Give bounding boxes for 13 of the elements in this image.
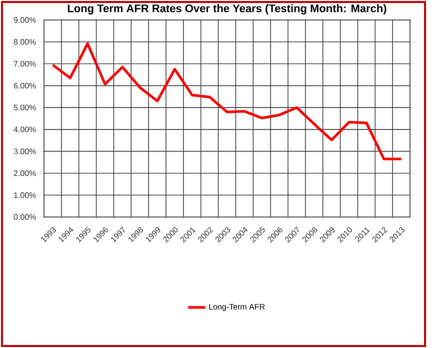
y-tick-label: 5.00% [14,104,36,110]
y-tick-label: 0.00% [14,214,36,220]
y-tick-label: 2.00% [14,170,36,176]
y-tick-label: 1.00% [14,192,36,198]
chart-title: Long Term AFR Rates Over the Years (Testing Month: March) [68,4,386,14]
y-tick-label: 4.00% [14,126,36,132]
y-tick-label: 9.00% [14,17,36,23]
y-tick-label: 8.00% [14,39,36,45]
y-tick-label: 7.00% [14,60,36,67]
y-tick-label: 6.00% [14,82,36,88]
y-tick-label: 3.00% [14,148,36,154]
line-series [51,42,403,160]
legend-label: Long-Term AFR [209,304,265,312]
